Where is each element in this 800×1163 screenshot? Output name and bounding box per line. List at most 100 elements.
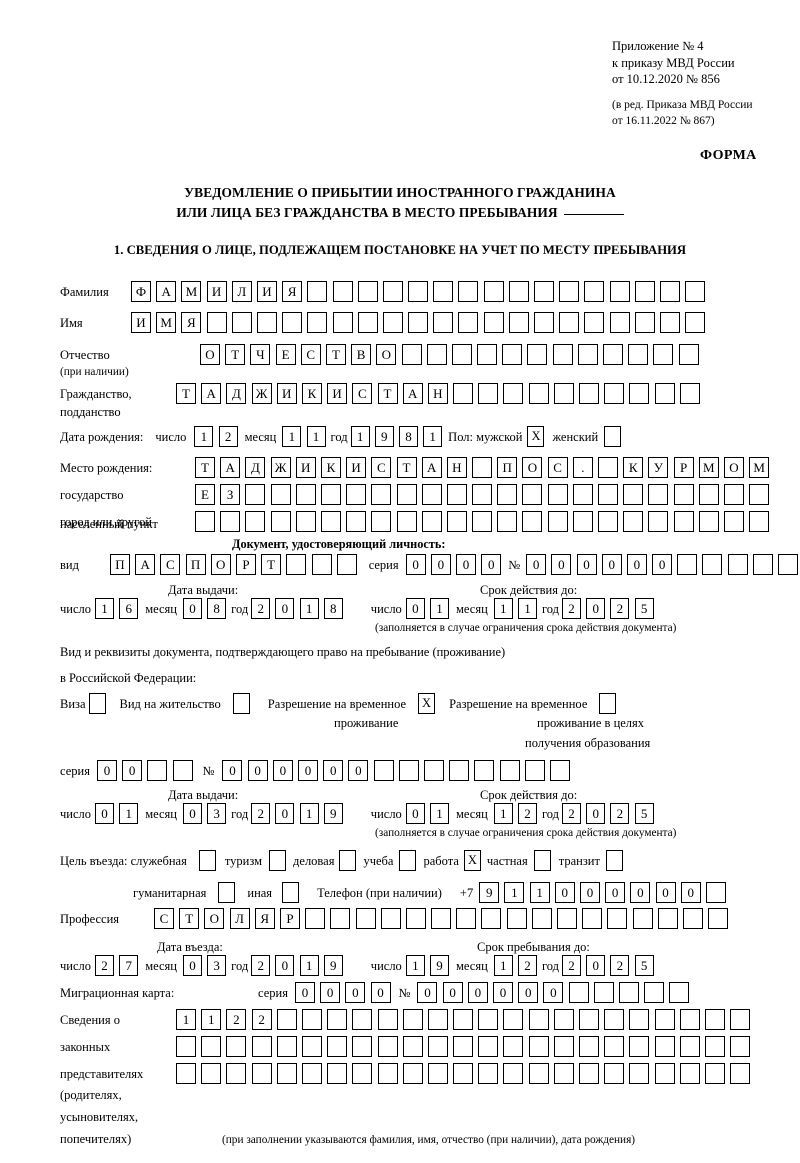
char-box[interactable]	[332, 281, 353, 302]
char-box[interactable]	[377, 1009, 398, 1030]
char-box[interactable]: Т	[225, 344, 246, 365]
digit-box[interactable]: 1	[405, 955, 425, 976]
char-box[interactable]: Е	[275, 344, 296, 365]
char-box[interactable]	[231, 312, 252, 333]
char-box[interactable]	[654, 1036, 675, 1057]
char-box[interactable]	[749, 484, 770, 505]
char-box[interactable]	[433, 281, 454, 302]
char-box[interactable]	[401, 344, 422, 365]
char-box[interactable]: 0	[630, 882, 651, 903]
char-box[interactable]: А	[421, 457, 442, 478]
char-box[interactable]	[458, 312, 479, 333]
char-box[interactable]	[431, 908, 452, 929]
char-box[interactable]: 0	[576, 554, 597, 575]
char-box[interactable]	[307, 312, 328, 333]
digit-box[interactable]: 8	[323, 598, 343, 619]
checkbox-purpose-other[interactable]	[282, 882, 300, 903]
char-box[interactable]	[301, 1063, 322, 1084]
checkbox-male[interactable]: X	[527, 426, 545, 447]
char-box[interactable]: С	[160, 554, 181, 575]
char-box[interactable]: О	[376, 344, 397, 365]
char-box[interactable]	[634, 281, 655, 302]
char-box[interactable]: П	[497, 457, 518, 478]
char-box[interactable]	[320, 484, 341, 505]
char-box[interactable]: С	[547, 457, 568, 478]
char-box[interactable]: Т	[377, 383, 398, 404]
char-box[interactable]: 0	[222, 760, 243, 781]
char-box[interactable]	[654, 1009, 675, 1030]
char-box[interactable]	[270, 484, 291, 505]
char-box[interactable]	[673, 511, 694, 532]
digit-box[interactable]: 0	[275, 598, 295, 619]
char-box[interactable]	[402, 1063, 423, 1084]
char-box[interactable]	[201, 1036, 222, 1057]
char-box[interactable]	[481, 908, 502, 929]
digit-box[interactable]: 0	[586, 955, 606, 976]
char-box[interactable]: В	[351, 344, 372, 365]
char-box[interactable]	[402, 1009, 423, 1030]
char-box[interactable]	[352, 1063, 373, 1084]
char-box[interactable]	[503, 1036, 524, 1057]
digit-box[interactable]: 2	[218, 426, 238, 447]
char-box[interactable]: О	[522, 457, 543, 478]
digit-box[interactable]: 0	[275, 955, 295, 976]
char-box[interactable]	[330, 908, 351, 929]
digit-box[interactable]: 1	[493, 955, 513, 976]
char-box[interactable]	[579, 1009, 599, 1030]
char-box[interactable]	[553, 1063, 574, 1084]
char-box[interactable]	[270, 511, 291, 532]
char-box[interactable]: Я	[282, 281, 303, 302]
char-box[interactable]: И	[276, 383, 297, 404]
char-box[interactable]: 0	[272, 760, 293, 781]
char-box[interactable]: .	[572, 457, 593, 478]
char-box[interactable]	[579, 1036, 599, 1057]
digit-box[interactable]: 0	[182, 955, 202, 976]
char-box[interactable]: Р	[279, 908, 300, 929]
checkbox-residence-permit[interactable]	[232, 693, 250, 714]
char-box[interactable]: М	[156, 312, 177, 333]
digit-box[interactable]: 1	[430, 803, 449, 824]
char-box[interactable]: С	[371, 457, 392, 478]
char-box[interactable]	[593, 982, 614, 1003]
char-box[interactable]	[632, 908, 653, 929]
char-box[interactable]	[708, 908, 729, 929]
char-box[interactable]	[534, 312, 554, 333]
char-box[interactable]: 0	[493, 982, 514, 1003]
char-box[interactable]	[559, 312, 580, 333]
digit-box[interactable]: 0	[586, 803, 606, 824]
char-box[interactable]	[305, 908, 326, 929]
char-box[interactable]	[301, 1009, 322, 1030]
char-box[interactable]: 0	[430, 554, 451, 575]
char-box[interactable]	[559, 281, 580, 302]
digit-box[interactable]: 1	[299, 598, 319, 619]
char-box[interactable]	[609, 281, 630, 302]
char-box[interactable]	[497, 484, 518, 505]
char-box[interactable]	[478, 1009, 499, 1030]
char-box[interactable]	[483, 281, 504, 302]
digit-box[interactable]: 9	[430, 955, 449, 976]
char-box[interactable]: 0	[122, 760, 143, 781]
char-box[interactable]	[458, 281, 479, 302]
char-box[interactable]	[659, 312, 680, 333]
digit-box[interactable]: 2	[517, 803, 537, 824]
char-box[interactable]	[528, 1063, 549, 1084]
char-box[interactable]	[336, 554, 357, 575]
char-box[interactable]	[503, 383, 524, 404]
char-box[interactable]	[453, 383, 474, 404]
char-box[interactable]	[346, 511, 367, 532]
char-box[interactable]: 0	[320, 982, 341, 1003]
char-box[interactable]: Д	[245, 457, 266, 478]
char-box[interactable]	[371, 484, 392, 505]
digit-box[interactable]: 2	[562, 803, 582, 824]
char-box[interactable]: Т	[195, 457, 215, 478]
